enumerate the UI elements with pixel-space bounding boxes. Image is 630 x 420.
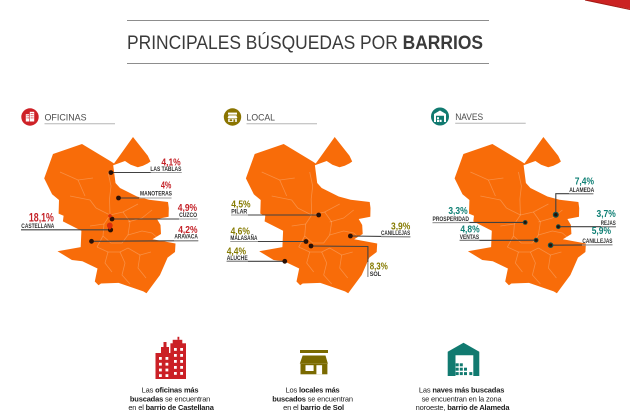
svg-text:MANOTERAS: MANOTERAS (140, 191, 172, 198)
svg-text:REJAS: REJAS (601, 220, 616, 227)
svg-text:SOL: SOL (370, 271, 382, 278)
svg-text:7,4%: 7,4% (575, 177, 595, 188)
svg-text:CANILLEJAS: CANILLEJAS (582, 238, 612, 245)
svg-text:OFICINAS: OFICINAS (45, 113, 87, 123)
svg-text:4,6%: 4,6% (231, 227, 251, 238)
svg-text:18,1%: 18,1% (29, 213, 54, 225)
svg-text:4,2%: 4,2% (178, 225, 198, 236)
svg-text:ALUCHE: ALUCHE (227, 255, 248, 262)
svg-text:4,8%: 4,8% (460, 225, 480, 236)
svg-text:Las naves más buscadas se: Las naves más buscadas se encuentran en … (416, 386, 511, 412)
svg-text:4%: 4% (161, 181, 172, 192)
svg-text:3,7%: 3,7% (597, 209, 617, 220)
svg-text:Las oficinas más buscadas: Las oficinas más buscadas se encuentran … (128, 386, 214, 412)
svg-text:CANILLEJAS: CANILLEJAS (381, 230, 410, 237)
svg-text:CASTELLANA: CASTELLANA (21, 223, 54, 230)
svg-text:Los locales más buscados s: Los locales más buscados se encuentran e… (272, 386, 355, 412)
svg-text:CUZCO: CUZCO (179, 212, 197, 219)
svg-text:LOCAL: LOCAL (247, 113, 276, 123)
svg-text:4,9%: 4,9% (178, 203, 198, 214)
svg-text:ARAVACA: ARAVACA (174, 234, 198, 241)
svg-text:MALASAÑA: MALASAÑA (230, 233, 257, 242)
svg-text:NAVES: NAVES (455, 112, 483, 122)
svg-text:5,9%: 5,9% (592, 226, 612, 237)
svg-text:4,5%: 4,5% (231, 200, 251, 211)
svg-text:4,4%: 4,4% (227, 246, 247, 257)
svg-text:PRINCIPALES BÚSQUEDAS POR BARR: PRINCIPALES BÚSQUEDAS POR BARRIOS (127, 32, 483, 54)
svg-text:3,3%: 3,3% (448, 206, 468, 217)
svg-text:4,1%: 4,1% (161, 157, 181, 168)
svg-text:ALAMEDA: ALAMEDA (569, 187, 594, 194)
svg-text:8,3%: 8,3% (370, 261, 388, 272)
svg-text:PROSPERIDAD: PROSPERIDAD (433, 216, 470, 223)
svg-text:LAS TABLAS: LAS TABLAS (150, 166, 181, 173)
svg-text:VENTAS: VENTAS (460, 234, 479, 241)
svg-text:3,9%: 3,9% (391, 221, 411, 232)
svg-text:PILAR: PILAR (231, 208, 247, 215)
